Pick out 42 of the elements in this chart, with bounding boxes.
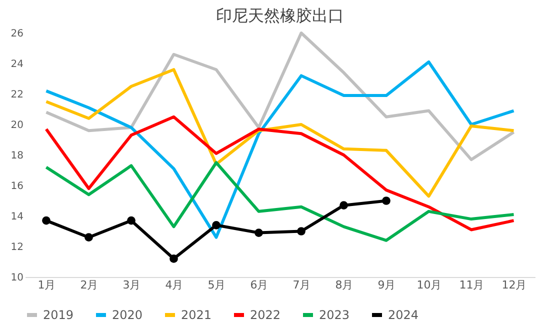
legend-label: 2024 xyxy=(388,308,419,322)
legend-label: 2023 xyxy=(319,308,350,322)
legend-label: 2022 xyxy=(250,308,281,322)
line-series xyxy=(44,32,516,162)
y-tick-label: 16 xyxy=(10,181,24,192)
chart-title: 印尼天然橡胶出口 xyxy=(216,6,344,25)
legend-label: 2021 xyxy=(181,308,212,322)
y-tick-label: 22 xyxy=(10,90,24,100)
x-tick-label: 3月 xyxy=(122,278,141,292)
y-tick-label: 20 xyxy=(10,120,24,131)
y-tick-label: 14 xyxy=(10,212,24,222)
line-series xyxy=(44,161,516,242)
y-tick-label: 26 xyxy=(10,28,24,40)
x-tick-label: 6月 xyxy=(250,278,268,292)
point xyxy=(170,254,178,263)
x-tick-label: 10月 xyxy=(416,278,442,292)
point xyxy=(212,220,220,230)
x-tick-label: 7月 xyxy=(292,278,311,292)
line-series xyxy=(44,68,516,198)
x-tick-label: 11月 xyxy=(459,278,484,292)
x-tick-label: 9月 xyxy=(378,278,396,292)
legend-label: 2019 xyxy=(43,308,74,322)
point xyxy=(84,233,93,242)
point xyxy=(297,227,306,236)
point xyxy=(254,228,263,237)
line-series xyxy=(44,60,516,239)
y-tick-label: 12 xyxy=(10,242,24,253)
y-tick-label: 10 xyxy=(10,272,24,284)
x-tick-label: 1月 xyxy=(38,278,56,292)
point xyxy=(340,201,348,210)
legend-label: 2020 xyxy=(112,308,143,322)
x-tick-label: 2月 xyxy=(80,278,98,292)
point xyxy=(42,216,50,225)
point xyxy=(127,216,136,225)
x-tick-label: 4月 xyxy=(165,278,184,292)
y-tick-label: 18 xyxy=(10,150,24,162)
x-tick-label: 12月 xyxy=(502,278,527,292)
line-series xyxy=(44,115,516,232)
point xyxy=(382,196,390,205)
y-tick-label: 24 xyxy=(10,59,24,70)
x-tick-label: 8月 xyxy=(335,278,354,292)
x-tick-label: 5月 xyxy=(208,278,226,292)
